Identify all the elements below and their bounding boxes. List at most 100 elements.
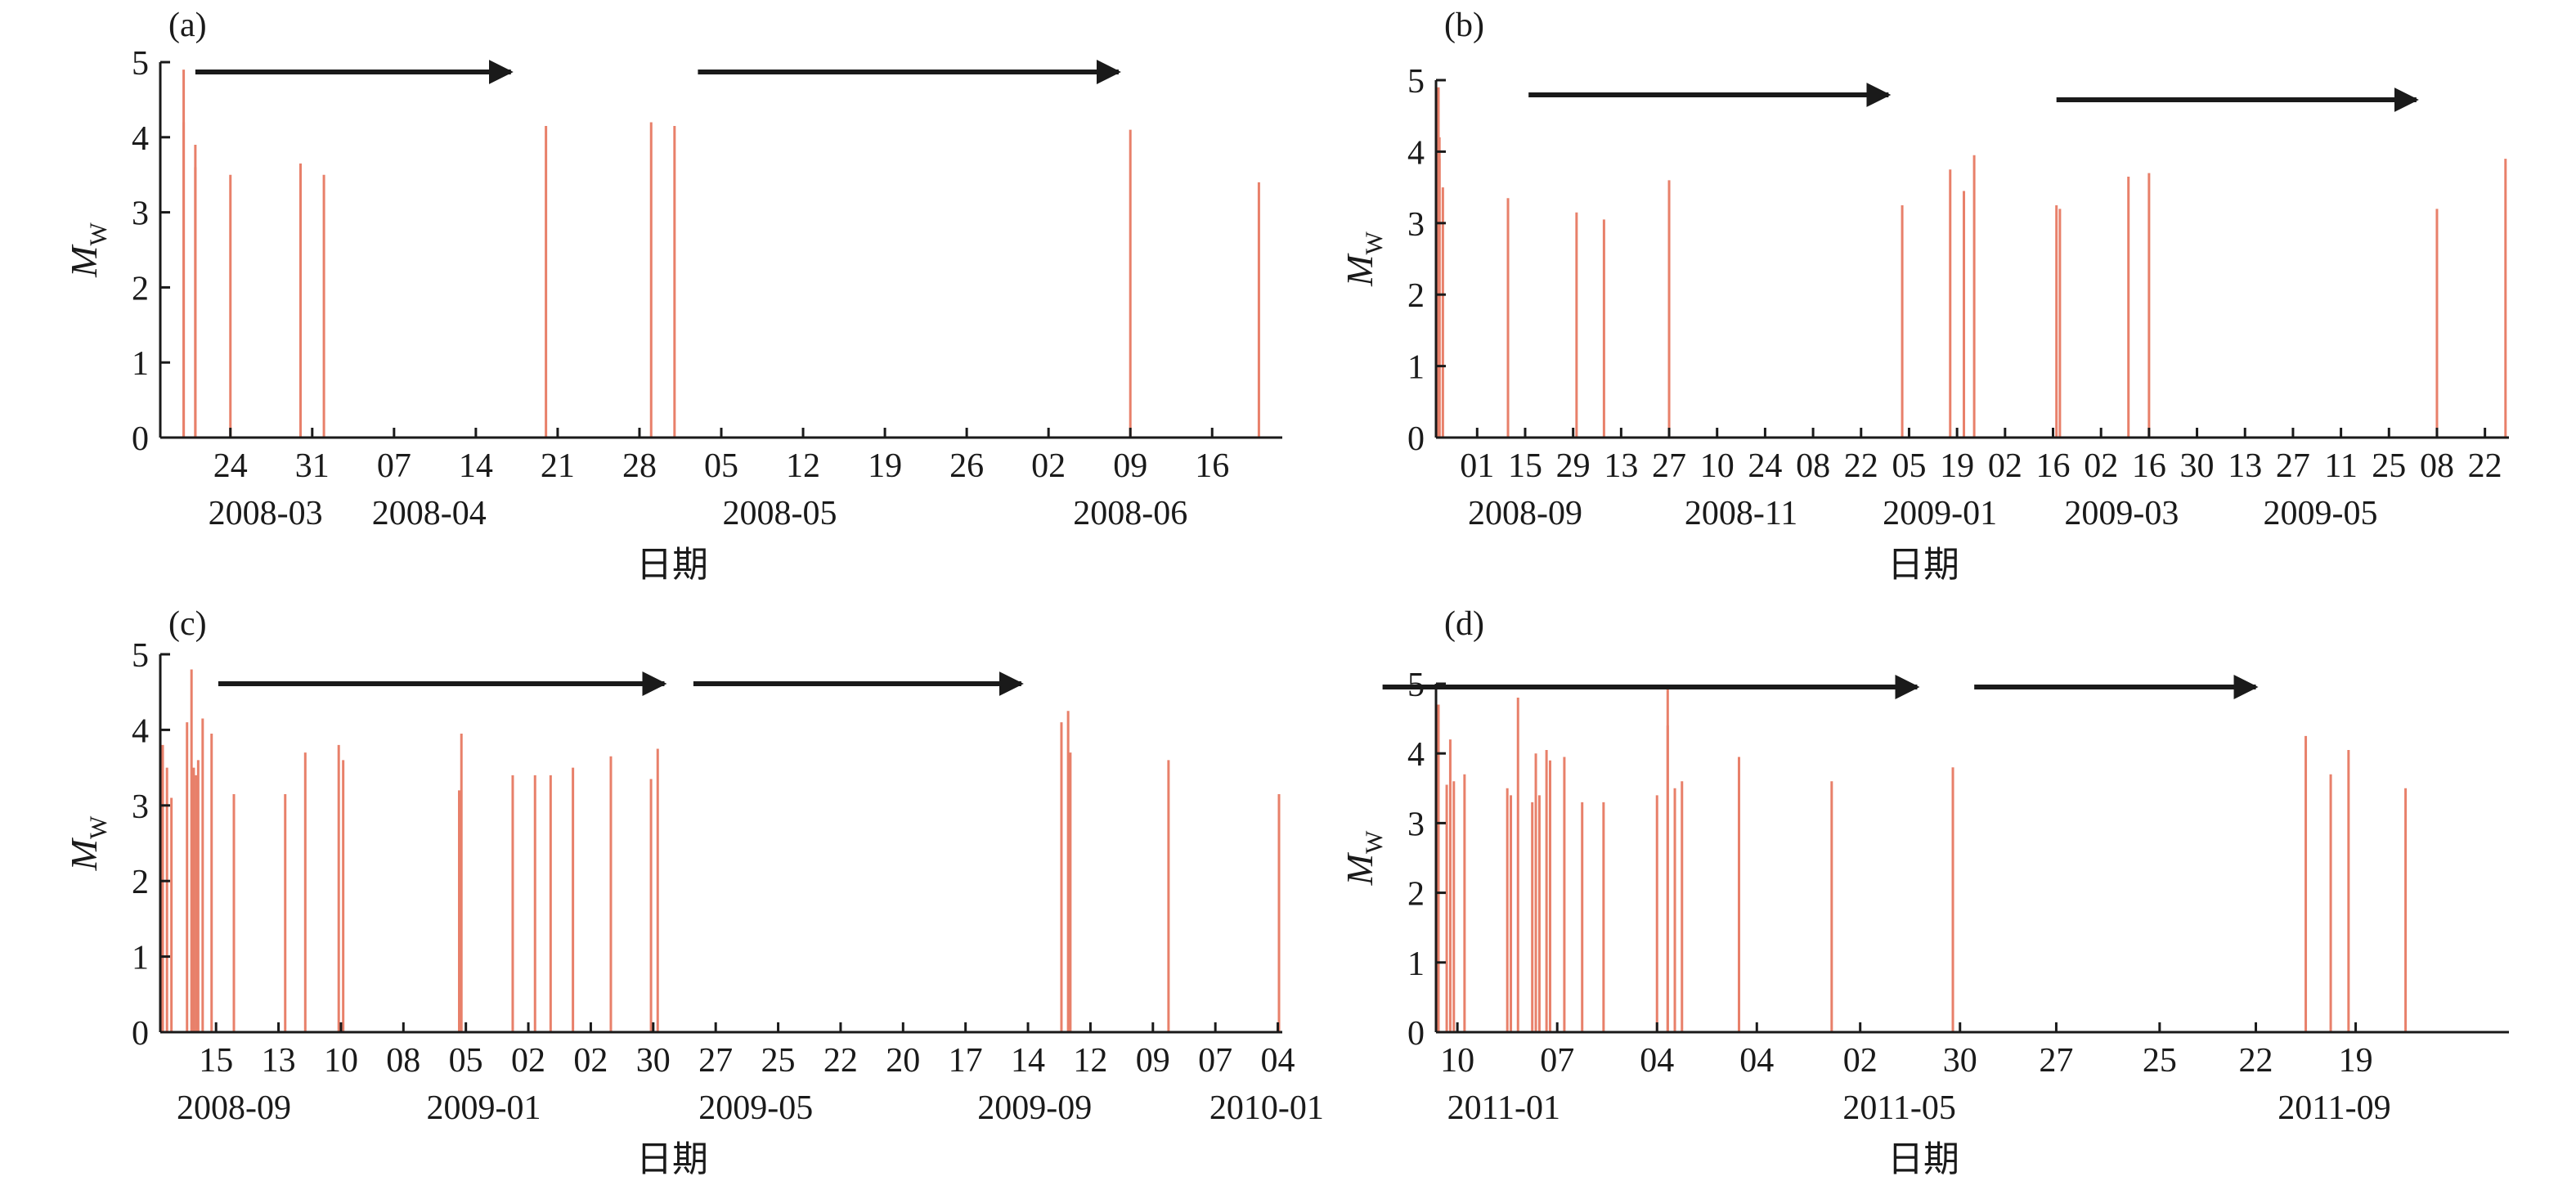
x-tick-label: 13 <box>1604 447 1638 485</box>
y-tick-label: 2 <box>132 270 149 308</box>
x-tick-label: 26 <box>949 447 984 485</box>
x-tick-label: 09 <box>1136 1042 1170 1080</box>
x-tick-label: 04 <box>1640 1042 1674 1080</box>
month-label: 2011-01 <box>1447 1089 1560 1127</box>
x-axis-title: 日期 <box>636 1139 708 1179</box>
y-tick-label: 4 <box>1407 736 1425 774</box>
x-tick-label: 04 <box>1739 1042 1774 1080</box>
x-tick-label: 19 <box>868 447 902 485</box>
month-label: 2010-01 <box>1209 1089 1324 1127</box>
y-axis-title-subscript: W <box>1361 231 1388 255</box>
month-label: 2009-05 <box>2263 495 2377 532</box>
y-tick-label: 0 <box>1407 420 1425 458</box>
x-tick-label: 08 <box>2420 447 2454 485</box>
x-tick-label: 15 <box>199 1042 233 1080</box>
y-tick-label: 2 <box>1407 876 1425 914</box>
y-axis-title-main: M <box>1339 253 1380 287</box>
y-tick-label: 1 <box>1407 945 1425 983</box>
x-tick-label: 10 <box>1700 447 1735 485</box>
y-tick-label: 4 <box>132 120 149 158</box>
x-tick-label: 27 <box>698 1042 733 1080</box>
x-tick-label: 02 <box>2084 447 2118 485</box>
x-tick-label: 17 <box>949 1042 983 1080</box>
y-tick-label: 1 <box>132 345 149 383</box>
x-tick-label: 02 <box>511 1042 545 1080</box>
panel-label: (a) <box>168 7 207 44</box>
x-tick-label: 08 <box>386 1042 420 1080</box>
y-tick-label: 4 <box>1407 134 1425 172</box>
month-label: 2011-05 <box>1842 1089 1955 1127</box>
x-tick-label: 07 <box>1198 1042 1232 1080</box>
month-label: 2011-09 <box>2278 1089 2390 1127</box>
y-tick-label: 1 <box>1407 349 1425 387</box>
x-tick-label: 12 <box>786 447 820 485</box>
x-tick-label: 15 <box>1508 447 1542 485</box>
x-tick-label: 27 <box>2039 1042 2073 1080</box>
month-label: 2009-09 <box>977 1089 1092 1127</box>
x-tick-label: 14 <box>459 447 493 485</box>
x-tick-label: 28 <box>622 447 657 485</box>
x-tick-label: 30 <box>636 1042 671 1080</box>
x-tick-label: 14 <box>1011 1042 1045 1080</box>
x-axis-title: 日期 <box>636 545 708 585</box>
y-axis-title-main: M <box>63 837 105 871</box>
y-tick-label: 3 <box>1407 206 1425 244</box>
x-tick-label: 27 <box>1652 447 1686 485</box>
y-tick-label: 5 <box>132 45 149 83</box>
month-label: 2008-05 <box>722 495 837 532</box>
y-tick-label: 2 <box>132 864 149 901</box>
x-tick-label: 25 <box>2372 447 2406 485</box>
x-tick-label: 25 <box>2143 1042 2177 1080</box>
x-tick-label: 21 <box>541 447 575 485</box>
x-tick-label: 08 <box>1796 447 1830 485</box>
x-tick-label: 24 <box>213 447 248 485</box>
month-label: 2009-01 <box>1883 495 1997 532</box>
y-tick-label: 0 <box>132 420 149 458</box>
month-label: 2008-11 <box>1685 495 1797 532</box>
y-axis-title-subscript: W <box>1361 830 1388 854</box>
x-tick-label: 20 <box>886 1042 920 1080</box>
y-axis-title: MW <box>1339 231 1388 287</box>
y-tick-label: 5 <box>132 637 149 675</box>
x-tick-label: 13 <box>2228 447 2262 485</box>
chart-panel-4: 012345100704040230272522192011-012011-05… <box>1339 605 2509 1179</box>
month-label: 2008-03 <box>209 495 323 532</box>
x-tick-label: 13 <box>262 1042 296 1080</box>
month-label: 2009-01 <box>427 1089 541 1127</box>
x-tick-label: 22 <box>2468 447 2502 485</box>
x-tick-label: 30 <box>2180 447 2215 485</box>
month-label: 2008-09 <box>1468 495 1582 532</box>
x-tick-label: 02 <box>1988 447 2022 485</box>
x-tick-label: 02 <box>1843 1042 1878 1080</box>
x-tick-label: 29 <box>1556 447 1591 485</box>
y-axis-title: MW <box>1339 830 1388 886</box>
panel-label: (c) <box>168 605 207 643</box>
x-tick-label: 11 <box>2324 447 2357 485</box>
y-tick-label: 0 <box>132 1015 149 1053</box>
x-tick-label: 27 <box>2276 447 2310 485</box>
x-tick-label: 24 <box>1748 447 1782 485</box>
x-tick-label: 22 <box>1844 447 1878 485</box>
month-label: 2008-09 <box>177 1089 291 1127</box>
x-tick-label: 25 <box>761 1042 796 1080</box>
x-tick-label: 16 <box>2036 447 2071 485</box>
x-tick-label: 10 <box>1440 1042 1474 1080</box>
x-axis-title: 日期 <box>1887 545 1959 585</box>
x-tick-label: 19 <box>2339 1042 2373 1080</box>
y-axis-title-subscript: W <box>85 815 112 839</box>
y-tick-label: 0 <box>1407 1015 1425 1053</box>
x-tick-label: 12 <box>1073 1042 1107 1080</box>
x-tick-label: 05 <box>1892 447 1926 485</box>
y-axis-title-main: M <box>1339 851 1380 886</box>
month-label: 2009-05 <box>698 1089 813 1127</box>
x-tick-label: 07 <box>1540 1042 1574 1080</box>
month-label: 2009-03 <box>2064 495 2179 532</box>
x-tick-label: 02 <box>1031 447 1066 485</box>
month-label: 2008-04 <box>372 495 487 532</box>
x-tick-label: 09 <box>1113 447 1147 485</box>
x-tick-label: 10 <box>324 1042 358 1080</box>
